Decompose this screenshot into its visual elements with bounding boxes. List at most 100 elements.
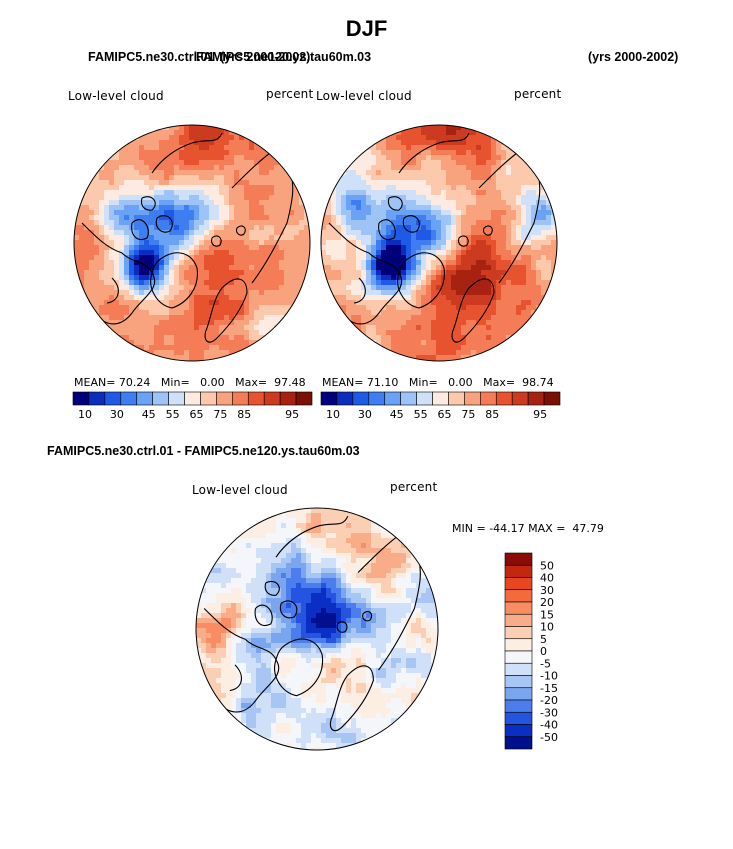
diff-colorbar-tick-label: -10 [540,670,558,683]
left-mean-label: MEAN= [74,376,116,389]
left-colorbar-tick-label: 10 [78,408,92,421]
left-colorbar-box [136,391,153,406]
diff-colorbar-tick-label: 15 [540,608,554,621]
right-colorbar-box [416,391,433,406]
diff-colorbar-tick-label: -5 [540,657,551,670]
right-map-field [321,125,557,361]
right-max-label: Max= [483,376,516,389]
left-units-label: percent [266,87,314,101]
left-colorbar-box [232,391,249,406]
diff-colorbar-tick-label: -30 [540,706,558,719]
right-colorbar-box [464,391,481,406]
right-max-value: 98.74 [522,376,554,389]
left-colorbar-box [104,391,122,406]
left-max-value: 97.48 [274,376,306,389]
diff-colorbar-tick-label: -20 [540,694,558,707]
right-colorbar-tick-label: 10 [326,408,340,421]
right-map-coastlines [328,132,541,343]
left-colorbar-box [168,391,185,406]
diff-colorbar-box [504,687,533,701]
right-map-outline [320,124,558,362]
diff-colorbar-box [504,589,533,603]
right-colorbar-tick-label: 55 [414,408,428,421]
diff-colorbar-tick-label: 0 [540,645,547,658]
diff-map-outline [195,507,439,751]
right-colorbar-box [495,391,513,406]
left-colorbar-tick-label: 95 [285,408,299,421]
left-min-label: Min= [160,376,190,389]
diff-colorbar-box [504,736,533,750]
right-colorbar-box [511,391,529,406]
left-colorbar-box [184,391,201,406]
diff-colorbar-box [504,675,533,689]
diff-colorbar-tick-label: 50 [540,559,554,572]
right-colorbar-box [320,391,338,406]
left-colorbar: 10 30 45 55 65 75 85 95 [72,391,313,421]
right-colorbar-box [480,391,497,406]
right-colorbar-box [543,391,561,406]
left-colorbar-box [247,391,265,406]
diff-min-label: MIN = [452,522,486,535]
left-stats: MEAN= 70.24 Min= 0.00 Max= 97.48 [74,376,306,389]
right-panel-years: (yrs 2000-2002) [588,50,679,64]
right-colorbar-box [336,391,354,406]
diff-variable-label: Low-level cloud [192,483,288,497]
right-colorbar-tick-label: 75 [461,408,475,421]
right-colorbar-box [448,391,465,406]
left-colorbar-box [216,391,233,406]
diff-minmax: MIN = -44.17 MAX = 47.79 [452,522,604,535]
left-colorbar-box [263,391,281,406]
right-colorbar-tick-label: 30 [358,408,372,421]
right-colorbar-box [527,391,545,406]
diff-panel-title: FAMIPC5.ne30.ctrl.01 - FAMIPC5.ne120.ys.… [47,444,360,458]
diff-colorbar-box [504,699,533,713]
diff-colorbar-box [504,650,533,664]
left-mean-value: 70.24 [118,376,151,389]
diff-colorbar-box [504,711,533,725]
left-colorbar-box [200,391,217,406]
left-colorbar-box [295,391,313,406]
right-colorbar-tick-label: 65 [438,408,452,421]
diff-colorbar-box [504,724,533,738]
diff-colorbar-box [504,638,533,652]
left-panel-title: FAMIPC5.ne30.ctrl.01 [88,50,215,64]
left-colorbar-tick-label: 65 [190,408,204,421]
diff-colorbar-tick-label: 5 [540,633,547,646]
left-colorbar-tick-label: 30 [110,408,124,421]
left-colorbar-tick-label: 85 [237,408,251,421]
diff-colorbar-tick-label: 40 [540,572,554,585]
right-min-value: 0.00 [448,376,473,389]
left-colorbar-tick-label: 45 [142,408,156,421]
diff-min-value: -44.17 [489,522,525,535]
right-colorbar-box [432,391,449,406]
left-colorbar-box [88,391,106,406]
diff-colorbar-box [504,601,533,615]
diff-colorbar-tick-label: -15 [540,682,558,695]
diff-colorbar-box [504,577,533,591]
left-colorbar-tick-label: 55 [166,408,180,421]
diff-map-field [196,508,438,750]
right-panel-title: FAMIPC5.ne120.ys.tau60m.03 [196,50,372,64]
right-min-label: Min= [408,376,438,389]
left-map-outline [73,124,311,362]
diff-colorbar-box [504,662,533,676]
diff-max-value: 47.79 [572,522,604,535]
diff-colorbar-tick-label: 20 [540,596,554,609]
right-colorbar-tick-label: 45 [390,408,404,421]
left-colorbar-box [152,391,169,406]
diff-colorbar-box [504,613,533,627]
right-colorbar-tick-label: 85 [485,408,499,421]
right-mean-label: MEAN= [322,376,364,389]
diff-colorbar-box [504,552,533,566]
right-colorbar-box [384,391,401,406]
diff-units-label: percent [390,480,438,494]
diff-colorbar-tick-label: -50 [540,731,558,744]
right-colorbar-box [368,391,386,406]
right-colorbar: 10 30 45 55 65 75 85 95 [320,391,561,421]
left-max-label: Max= [235,376,268,389]
left-colorbar-box [72,391,90,406]
left-map-coastlines [81,132,294,343]
diff-colorbar-tick-label: -40 [540,719,558,732]
